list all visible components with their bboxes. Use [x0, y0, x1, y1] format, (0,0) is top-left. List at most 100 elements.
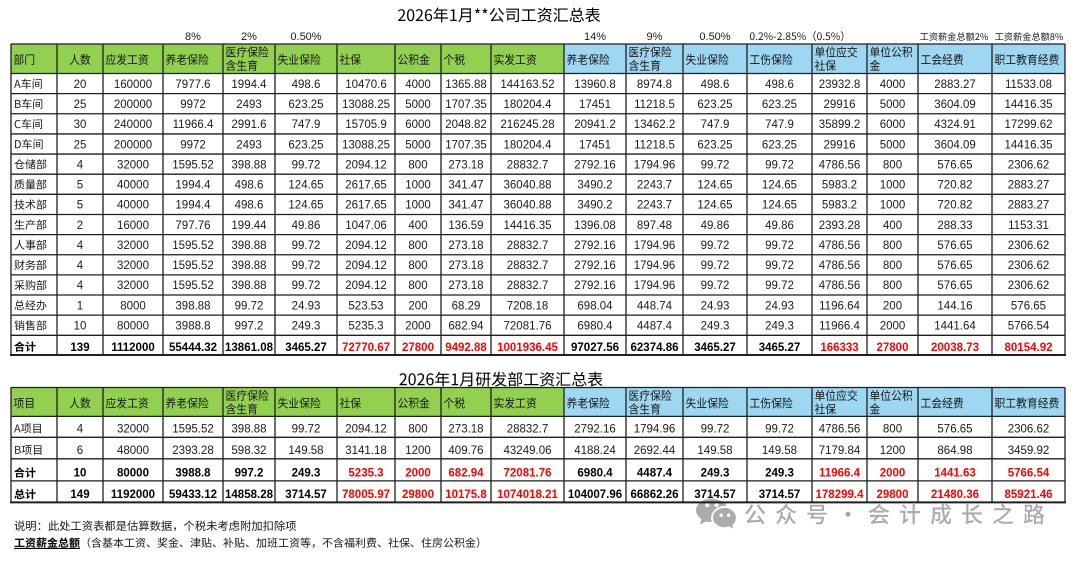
svg-text:24.93: 24.93: [765, 300, 794, 312]
svg-text:11218.5: 11218.5: [634, 99, 675, 111]
svg-text:1994.4: 1994.4: [175, 180, 211, 192]
svg-text:8%: 8%: [185, 31, 201, 43]
svg-text:10: 10: [74, 321, 87, 333]
svg-text:160000: 160000: [114, 79, 152, 91]
svg-text:4: 4: [77, 260, 84, 272]
svg-text:5983.2: 5983.2: [822, 200, 857, 212]
svg-text:5000: 5000: [880, 99, 906, 111]
svg-text:800: 800: [408, 159, 427, 171]
svg-text:32000: 32000: [117, 260, 149, 272]
svg-text:1047.06: 1047.06: [345, 220, 387, 232]
svg-text:1794.96: 1794.96: [634, 159, 676, 171]
svg-text:36040.88: 36040.88: [504, 180, 552, 192]
svg-text:14858.28: 14858.28: [225, 489, 274, 501]
svg-text:48000: 48000: [117, 445, 149, 457]
svg-text:1595.52: 1595.52: [172, 240, 214, 252]
svg-text:2792.16: 2792.16: [574, 280, 616, 292]
svg-text:576.65: 576.65: [937, 240, 972, 252]
svg-text:398.88: 398.88: [231, 423, 266, 435]
svg-text:498.6: 498.6: [701, 79, 730, 91]
svg-text:800: 800: [408, 240, 427, 252]
svg-text:59433.12: 59433.12: [169, 489, 217, 501]
svg-text:28832.7: 28832.7: [507, 423, 549, 435]
svg-text:6980.4: 6980.4: [577, 468, 613, 480]
svg-text:4487.4: 4487.4: [637, 468, 673, 480]
svg-text:144163.52: 144163.52: [500, 79, 554, 91]
svg-text:3714.57: 3714.57: [694, 489, 736, 501]
svg-text:2792.16: 2792.16: [574, 260, 616, 272]
svg-text:14416.35: 14416.35: [1005, 139, 1053, 151]
svg-text:80154.92: 80154.92: [1005, 342, 1053, 354]
svg-text:4: 4: [77, 280, 84, 292]
svg-text:2094.12: 2094.12: [345, 260, 387, 272]
svg-text:720.82: 720.82: [937, 180, 972, 192]
svg-text:897.48: 897.48: [637, 220, 672, 232]
svg-text:800: 800: [883, 240, 902, 252]
svg-text:2000: 2000: [880, 468, 906, 480]
svg-text:3604.09: 3604.09: [934, 99, 976, 111]
svg-text:2243.7: 2243.7: [637, 200, 672, 212]
svg-text:1994.4: 1994.4: [175, 200, 211, 212]
svg-text:5235.3: 5235.3: [348, 468, 383, 480]
svg-text:124.65: 124.65: [762, 180, 797, 192]
svg-text:800: 800: [883, 159, 902, 171]
svg-text:1441.64: 1441.64: [934, 321, 976, 333]
svg-text:273.18: 273.18: [448, 260, 483, 272]
svg-text:144.16: 144.16: [937, 300, 972, 312]
svg-text:10: 10: [74, 468, 87, 480]
svg-text:747.9: 747.9: [701, 119, 730, 131]
svg-text:2000: 2000: [405, 321, 431, 333]
svg-text:180204.4: 180204.4: [504, 99, 553, 111]
svg-text:448.74: 448.74: [637, 300, 673, 312]
svg-text:1794.96: 1794.96: [634, 280, 676, 292]
svg-text:2792.16: 2792.16: [574, 240, 616, 252]
svg-text:180204.4: 180204.4: [504, 139, 553, 151]
svg-text:576.65: 576.65: [937, 280, 972, 292]
svg-text:249.3: 249.3: [292, 321, 321, 333]
svg-text:400: 400: [883, 220, 902, 232]
svg-text:3714.57: 3714.57: [285, 489, 327, 501]
svg-text:11966.4: 11966.4: [173, 119, 214, 131]
svg-text:6980.4: 6980.4: [577, 321, 613, 333]
svg-text:13088.25: 13088.25: [342, 99, 390, 111]
svg-text:2617.65: 2617.65: [345, 200, 387, 212]
svg-text:97027.56: 97027.56: [571, 342, 619, 354]
svg-text:5: 5: [77, 200, 83, 212]
svg-text:200000: 200000: [114, 99, 152, 111]
svg-text:1000: 1000: [880, 200, 906, 212]
svg-text:800: 800: [408, 423, 427, 435]
svg-text:288.33: 288.33: [937, 220, 972, 232]
svg-text:200: 200: [408, 300, 427, 312]
svg-text:1074018.21: 1074018.21: [497, 489, 558, 501]
svg-text:1000: 1000: [405, 200, 431, 212]
svg-text:800: 800: [883, 280, 902, 292]
svg-text:1794.96: 1794.96: [634, 260, 676, 272]
svg-text:7977.6: 7977.6: [175, 79, 210, 91]
svg-text:249.3: 249.3: [701, 468, 730, 480]
svg-text:8000: 8000: [120, 300, 146, 312]
svg-text:80000: 80000: [117, 468, 149, 480]
svg-text:17451: 17451: [579, 99, 611, 111]
svg-text:216245.28: 216245.28: [500, 119, 554, 131]
svg-text:62374.86: 62374.86: [631, 342, 679, 354]
svg-text:398.88: 398.88: [231, 280, 266, 292]
svg-text:1595.52: 1595.52: [172, 260, 214, 272]
svg-text:14416.35: 14416.35: [504, 220, 552, 232]
svg-text:13088.25: 13088.25: [342, 139, 390, 151]
svg-text:2792.16: 2792.16: [574, 423, 616, 435]
svg-text:2617.65: 2617.65: [345, 180, 387, 192]
svg-text:4786.56: 4786.56: [819, 423, 861, 435]
svg-text:3141.18: 3141.18: [345, 445, 387, 457]
svg-text:2883.27: 2883.27: [934, 79, 976, 91]
svg-text:7179.84: 7179.84: [819, 445, 861, 457]
svg-text:24.93: 24.93: [292, 300, 321, 312]
svg-text:2883.27: 2883.27: [1008, 200, 1050, 212]
svg-text:3465.27: 3465.27: [285, 342, 327, 354]
svg-text:11533.08: 11533.08: [1005, 79, 1052, 91]
svg-text:3988.8: 3988.8: [175, 468, 211, 480]
svg-text:273.18: 273.18: [448, 423, 483, 435]
svg-text:29800: 29800: [877, 489, 909, 501]
svg-text:9972: 9972: [180, 139, 206, 151]
svg-text:3465.27: 3465.27: [759, 342, 801, 354]
svg-text:72770.67: 72770.67: [342, 342, 390, 354]
